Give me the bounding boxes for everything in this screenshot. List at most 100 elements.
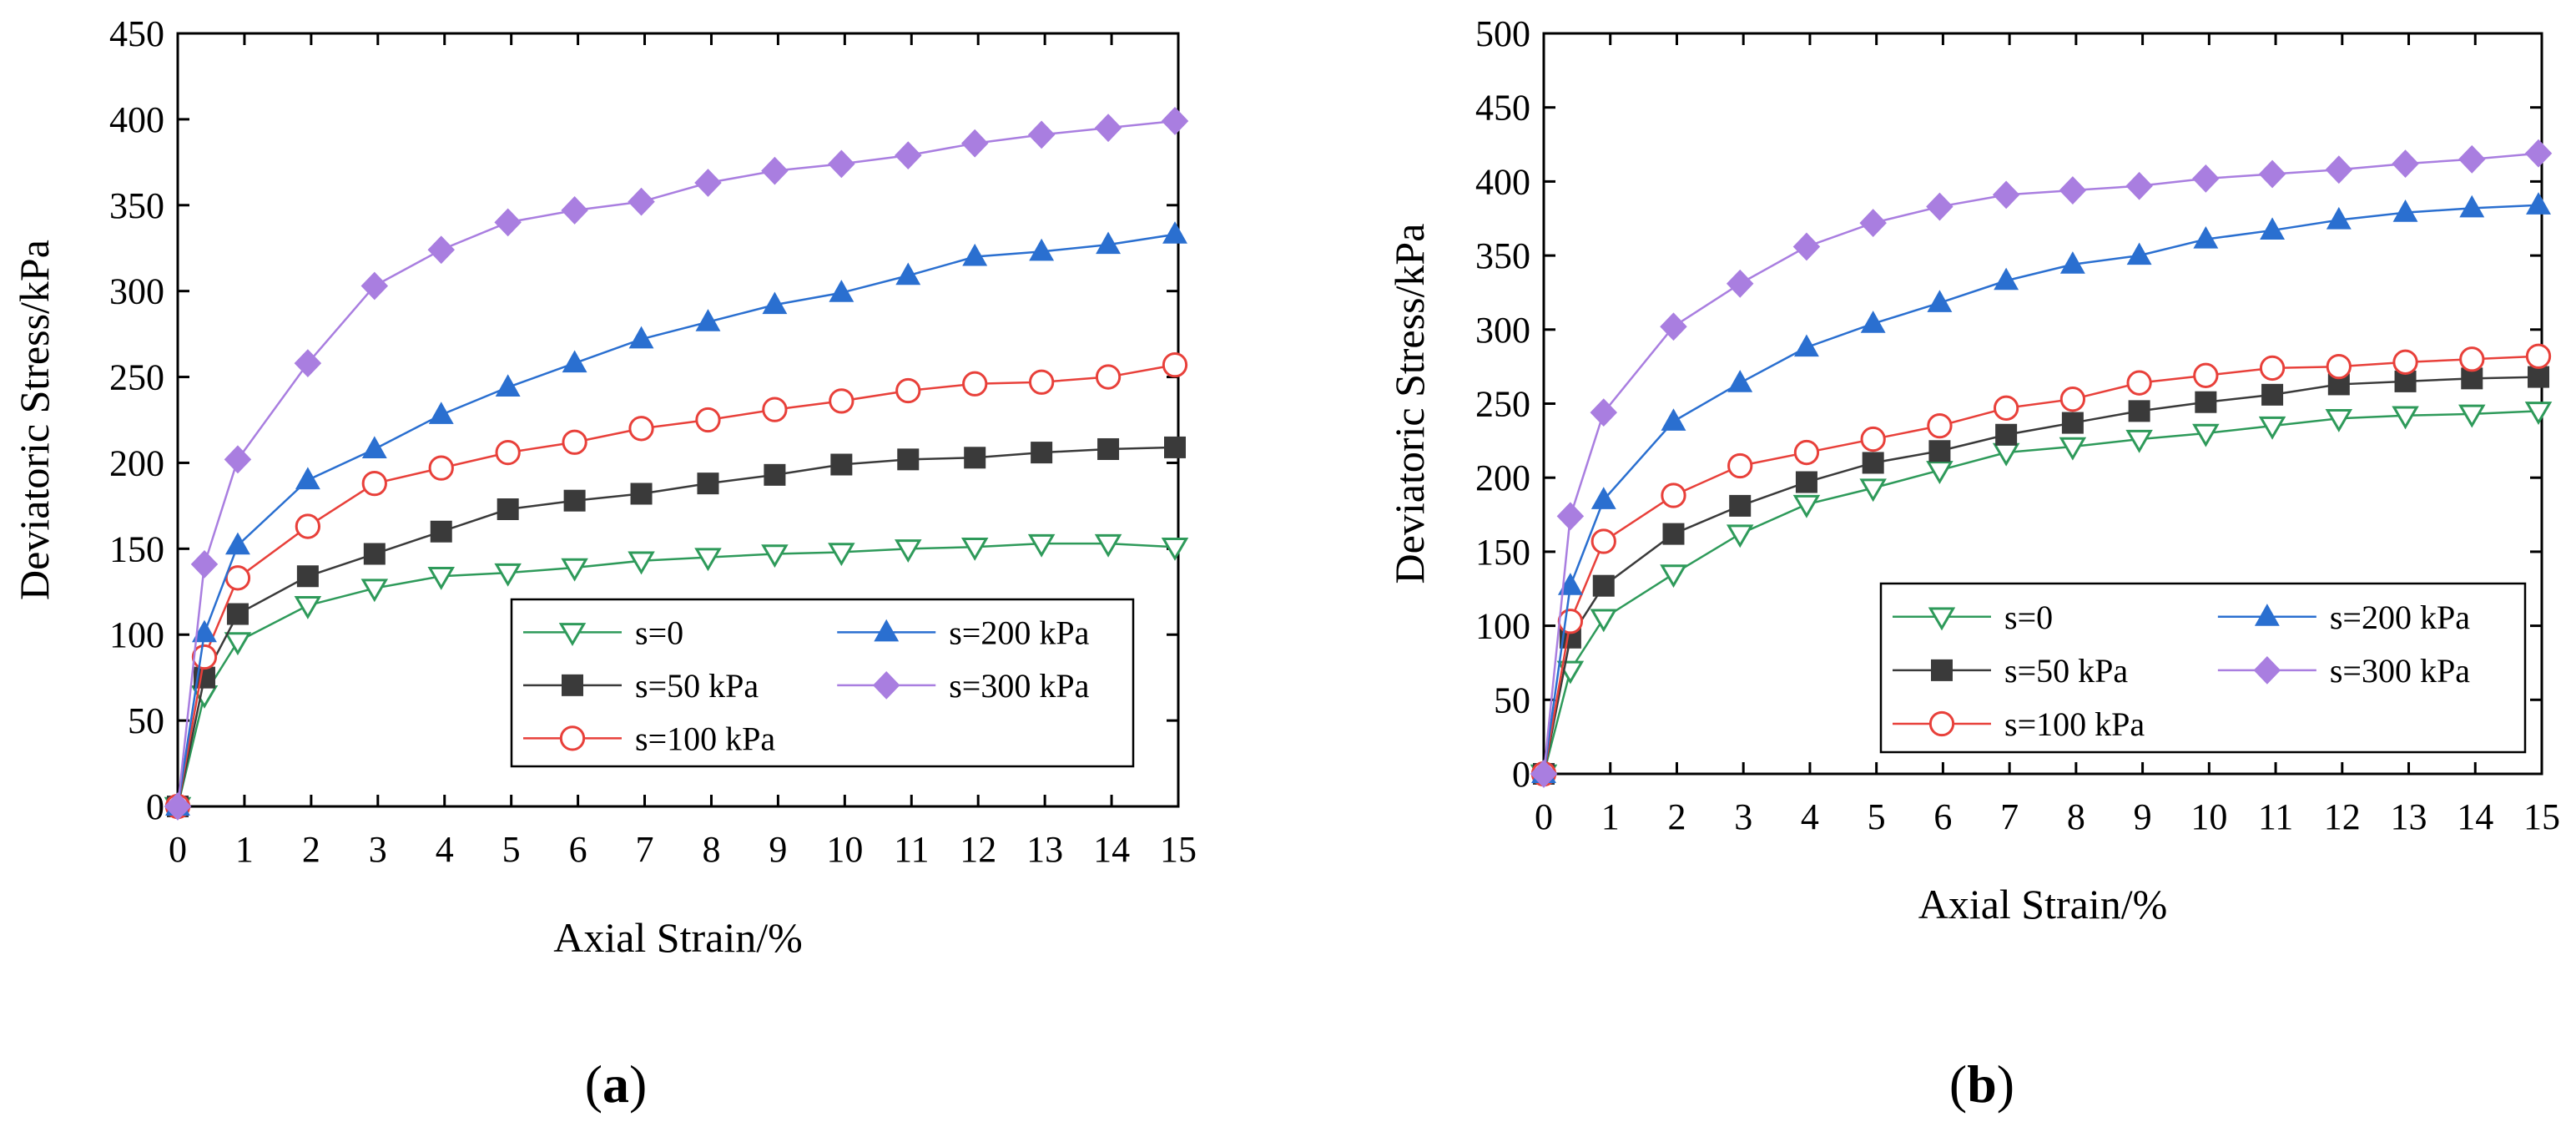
- x-tick-label: 11: [894, 829, 929, 870]
- x-tick-label: 13: [1026, 829, 1063, 870]
- series-s-200-kpa: [165, 221, 1187, 816]
- y-tick-label: 150: [1475, 532, 1530, 573]
- data-point: [2192, 164, 2220, 193]
- data-point: [2458, 144, 2486, 174]
- data-point: [628, 187, 655, 216]
- data-point: [2325, 155, 2353, 184]
- data-point: [762, 397, 788, 422]
- data-point: [2195, 391, 2217, 413]
- x-tick-label: 12: [960, 829, 996, 870]
- data-point: [1859, 209, 1887, 237]
- data-point: [628, 326, 654, 349]
- data-point: [361, 436, 387, 459]
- data-point: [1162, 352, 1188, 378]
- data-point: [1661, 483, 1686, 508]
- data-point: [1862, 452, 1884, 474]
- data-point: [1926, 192, 1953, 221]
- legend-marker: [874, 619, 900, 642]
- data-point: [694, 548, 722, 572]
- legend-item: s=50 kPa: [523, 667, 759, 705]
- legend-item: s=200 kPa: [2217, 599, 2470, 636]
- legend-label: s=300 kPa: [949, 667, 1089, 705]
- y-axis-title: Deviatoric Stress/kPa: [11, 240, 58, 600]
- data-point: [363, 543, 386, 565]
- data-point: [428, 455, 454, 481]
- y-tick-label: 250: [109, 357, 164, 398]
- legend-label: s=300 kPa: [2330, 652, 2470, 690]
- y-tick-label: 50: [1494, 680, 1530, 720]
- data-point: [2059, 176, 2087, 205]
- panel-letter: b: [1967, 1054, 1997, 1114]
- data-point: [1860, 311, 1886, 333]
- data-point: [2528, 366, 2550, 388]
- data-point: [630, 483, 653, 505]
- data-point: [829, 388, 854, 414]
- data-point: [761, 544, 789, 569]
- data-point: [2524, 139, 2553, 168]
- x-tick-label: 12: [2324, 796, 2361, 837]
- data-point: [697, 473, 719, 495]
- data-point: [2258, 416, 2286, 440]
- x-tick-label: 1: [1601, 796, 1620, 837]
- y-tick-label: 300: [1475, 310, 1530, 351]
- legend-marker: [2253, 655, 2281, 685]
- x-tick-label: 1: [235, 829, 254, 870]
- legend-label: s=200 kPa: [949, 614, 1089, 651]
- data-point: [224, 532, 250, 555]
- panel-letter: a: [602, 1054, 629, 1114]
- data-point: [1027, 120, 1056, 149]
- data-point: [1592, 574, 1615, 597]
- data-point: [1556, 502, 1585, 531]
- y-tick-label: 0: [1512, 754, 1530, 795]
- data-point: [828, 149, 855, 179]
- legend-label: s=100 kPa: [2004, 705, 2145, 743]
- x-tick-label: 10: [2190, 796, 2227, 837]
- y-tick-label: 0: [146, 786, 164, 827]
- data-point: [2326, 206, 2352, 230]
- data-point: [495, 374, 521, 397]
- legend-item: s=100 kPa: [1893, 705, 2145, 743]
- y-tick-label: 350: [1475, 235, 1530, 276]
- legend-item: s=0: [523, 614, 683, 651]
- data-point: [1660, 312, 1687, 341]
- x-tick-label: 4: [436, 829, 454, 870]
- data-point: [1726, 269, 1754, 298]
- data-point: [2260, 217, 2286, 240]
- y-tick-label: 350: [109, 185, 164, 226]
- data-point: [1729, 494, 1752, 517]
- data-point: [695, 407, 721, 433]
- data-point: [2259, 355, 2286, 382]
- data-point: [1859, 478, 1887, 503]
- data-point: [694, 169, 722, 197]
- data-point: [360, 579, 389, 603]
- y-tick-label: 100: [109, 614, 164, 655]
- data-point: [960, 129, 989, 158]
- data-point: [1028, 369, 1055, 395]
- data-point: [296, 565, 319, 588]
- data-point: [1860, 426, 1886, 452]
- data-point: [428, 402, 454, 424]
- data-point: [1530, 760, 1558, 788]
- data-point: [295, 467, 320, 490]
- data-point: [1994, 267, 2019, 291]
- series-s-0: [164, 533, 1189, 821]
- x-tick-label: 10: [826, 829, 863, 870]
- data-point: [1094, 114, 1122, 143]
- data-point: [1094, 533, 1122, 558]
- x-tick-label: 5: [1868, 796, 1886, 837]
- data-point: [1928, 440, 1951, 462]
- x-tick-label: 7: [2000, 796, 2019, 837]
- data-point: [190, 549, 219, 579]
- data-point: [829, 280, 854, 302]
- data-point: [1590, 609, 1618, 633]
- data-point: [1927, 290, 1953, 312]
- data-point: [628, 416, 654, 442]
- data-point: [895, 262, 921, 286]
- data-point: [1793, 334, 1819, 357]
- data-point: [1029, 238, 1055, 261]
- legend-item: s=50 kPa: [1893, 652, 2128, 690]
- data-point: [192, 619, 217, 643]
- data-point: [964, 447, 986, 469]
- legend-label: s=50 kPa: [2004, 652, 2128, 690]
